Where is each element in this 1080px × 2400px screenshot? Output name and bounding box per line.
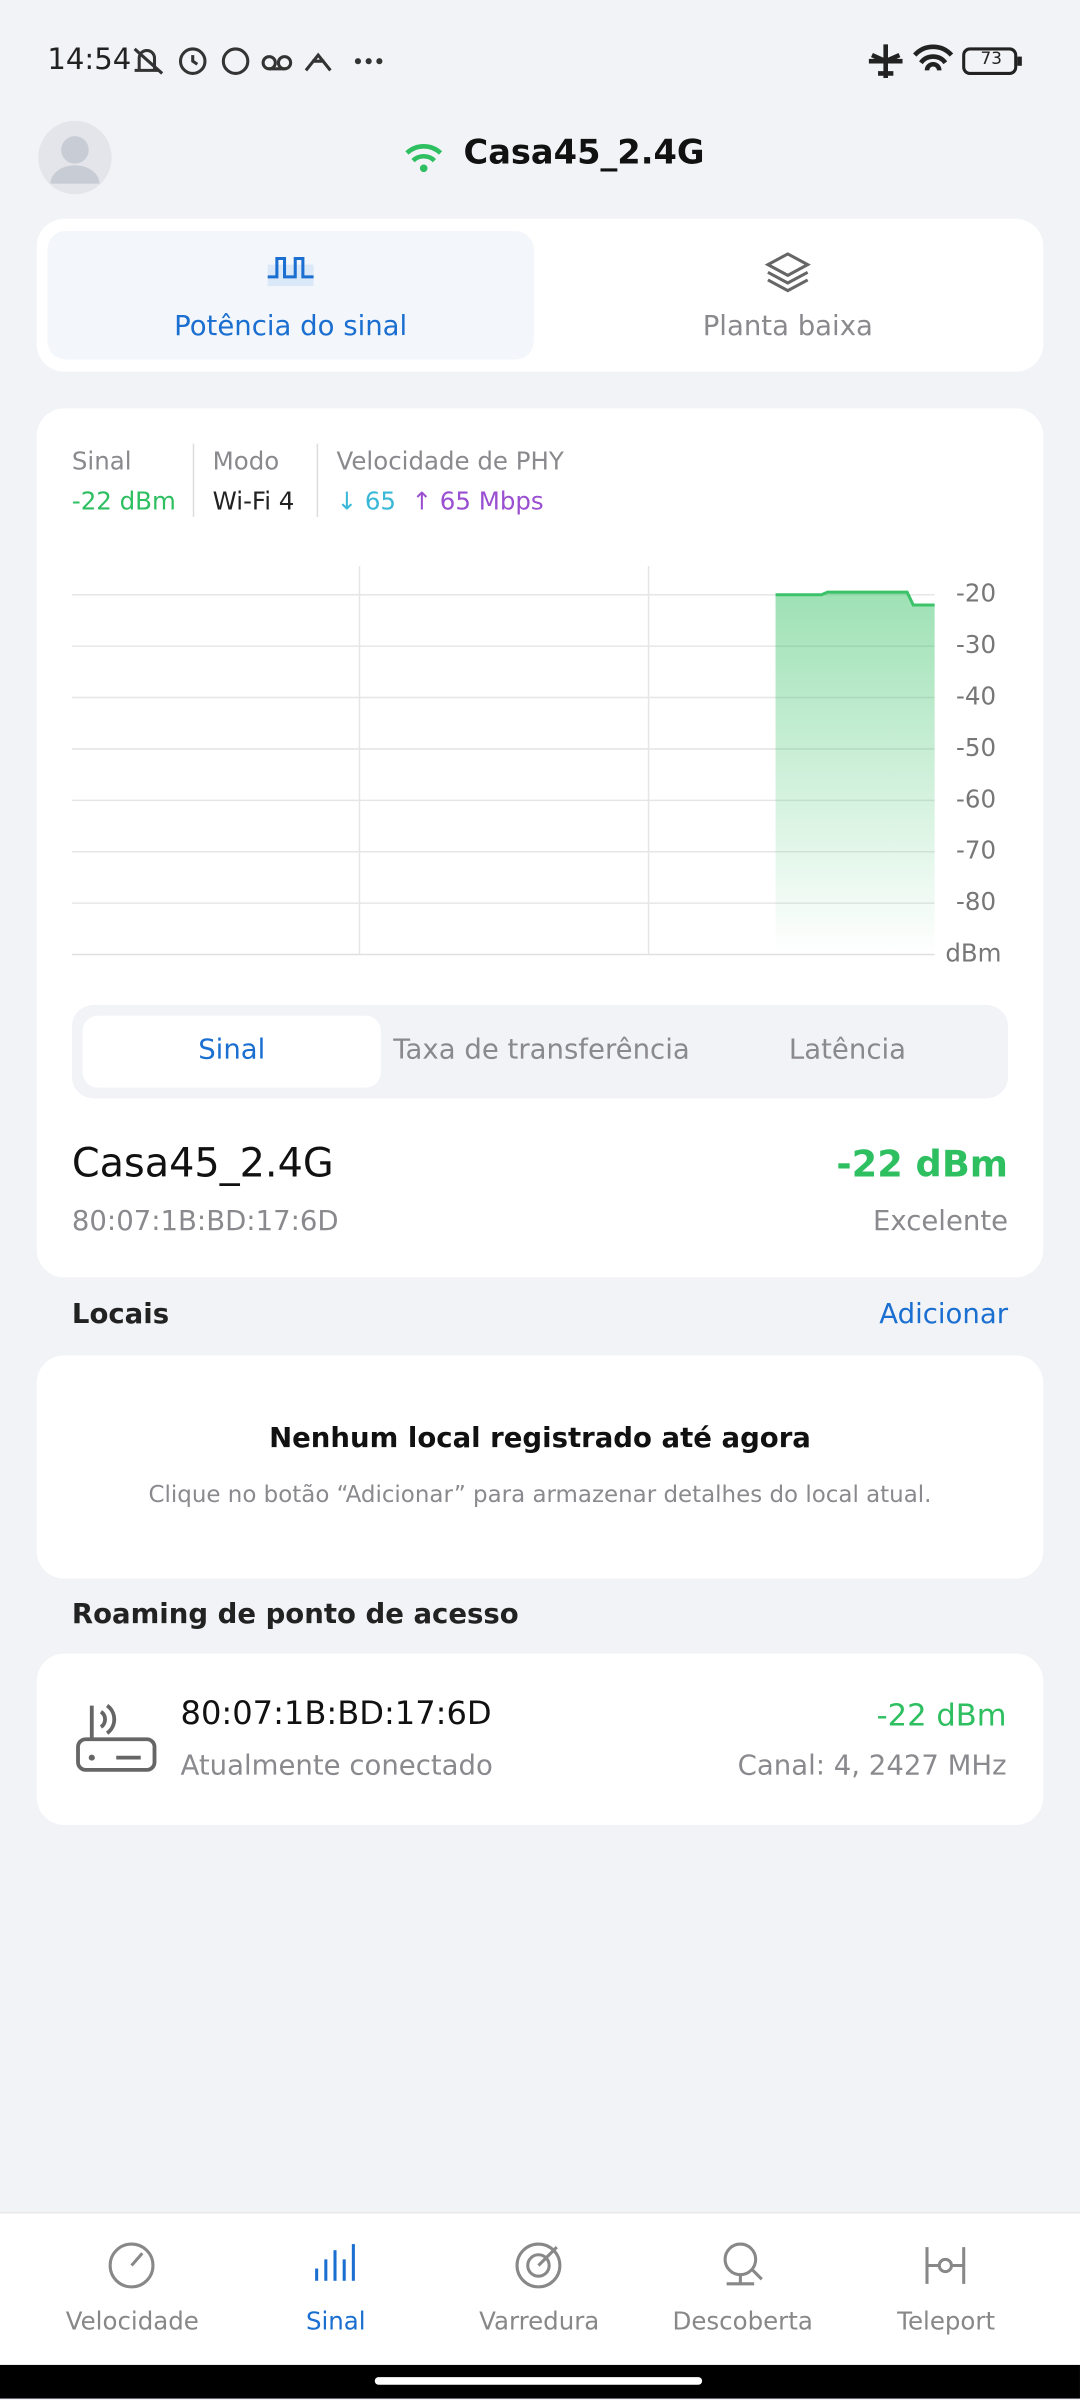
y-tick-label: -70 bbox=[956, 836, 996, 865]
signal-chart: -20 -30 -40 -50 -60 -70 -80 dBm bbox=[71, 565, 1002, 968]
y-tick-label: -40 bbox=[956, 682, 996, 711]
stat-value: -22 dBm bbox=[71, 486, 176, 516]
network-mac: 80:07:1B:BD:17:6D bbox=[71, 1205, 339, 1238]
y-tick-label: -80 bbox=[956, 887, 996, 916]
tab-icon bbox=[267, 256, 314, 287]
section-title: Locais bbox=[71, 1298, 170, 1331]
locations-card: Nenhum local registrado até agora Clique… bbox=[36, 1355, 1044, 1579]
nav-label[interactable]: Velocidade bbox=[65, 2306, 199, 2336]
wifi-icon bbox=[405, 143, 443, 173]
y-tick-label: -50 bbox=[956, 733, 996, 762]
router-icon bbox=[76, 1704, 157, 1772]
signal-card: Sinal -22 dBm Modo Wi-Fi 4 Velocidade de… bbox=[36, 408, 1044, 1278]
segment-active[interactable] bbox=[82, 1015, 381, 1088]
tab-active[interactable] bbox=[47, 230, 534, 360]
segment[interactable]: Latência bbox=[788, 1034, 906, 1067]
nav-icon[interactable] bbox=[714, 2238, 769, 2299]
network-quality: Excelente bbox=[873, 1205, 1009, 1238]
empty-title: Nenhum local registrado até agora bbox=[269, 1422, 811, 1455]
time: 14:54 bbox=[47, 42, 132, 77]
signal-area bbox=[775, 592, 935, 955]
y-tick-label: -30 bbox=[956, 630, 996, 659]
nav-icon-svg bbox=[723, 2242, 763, 2286]
add-button[interactable]: Adicionar bbox=[879, 1298, 1009, 1331]
nav-icon-svg bbox=[108, 2242, 155, 2289]
roaming-card: 80:07:1B:BD:17:6D Atualmente conectado -… bbox=[36, 1653, 1044, 1825]
status-icons bbox=[133, 47, 383, 75]
nav-label[interactable]: Varredura bbox=[479, 2306, 600, 2336]
section-title: Roaming de ponto de acesso bbox=[71, 1598, 519, 1631]
stat-label: Sinal bbox=[71, 446, 132, 476]
tab-card: Potência do sinal Planta baixa bbox=[36, 218, 1044, 372]
nav-label[interactable]: Teleport bbox=[897, 2306, 996, 2336]
nav-icon[interactable] bbox=[104, 2238, 159, 2299]
network-name: Casa45_2.4G bbox=[71, 1141, 334, 1188]
nav-icon[interactable] bbox=[511, 2238, 566, 2299]
tab-label[interactable]: Potência do sinal bbox=[174, 310, 408, 343]
segment[interactable]: Taxa de transferência bbox=[393, 1034, 690, 1067]
system-bar bbox=[0, 2364, 1080, 2399]
nav-icon[interactable] bbox=[307, 2238, 362, 2299]
ap-channel: Canal: 4, 2427 MHz bbox=[737, 1749, 1007, 1783]
ssid: Casa45_2.4G bbox=[463, 134, 705, 173]
y-tick-label: -60 bbox=[956, 784, 996, 813]
y-unit: dBm bbox=[945, 939, 1001, 968]
nav-icon-svg bbox=[315, 2244, 355, 2281]
phy-up: ↑ 65 Mbps bbox=[411, 486, 544, 516]
bottom-nav: Velocidade Sinal Varredura Descoberta Telepo… bbox=[0, 2211, 1080, 2367]
ap-status: Atualmente conectado bbox=[180, 1749, 493, 1783]
divider bbox=[316, 443, 319, 518]
ap-mac: 80:07:1B:BD:17:6D bbox=[180, 1694, 492, 1732]
segment[interactable]: Sinal bbox=[198, 1034, 266, 1067]
signal-line bbox=[775, 590, 935, 607]
nav-label[interactable]: Descoberta bbox=[672, 2306, 813, 2336]
stat-label: Modo bbox=[212, 446, 280, 476]
divider bbox=[192, 443, 195, 518]
nav-icon-svg bbox=[925, 2247, 966, 2284]
y-tick-label: -20 bbox=[956, 579, 996, 608]
stat-value: Wi-Fi 4 bbox=[212, 486, 295, 516]
ap-signal: -22 dBm bbox=[876, 1696, 1007, 1734]
segment-control: Sinal Taxa de transferência Latência bbox=[71, 1005, 1009, 1099]
nav-label[interactable]: Sinal bbox=[305, 2306, 366, 2336]
phy-down: ↓ 65 bbox=[336, 486, 396, 516]
stat-label: Velocidade de PHY bbox=[336, 446, 564, 476]
home-indicator[interactable] bbox=[374, 2377, 703, 2385]
network-signal: -22 dBm bbox=[836, 1142, 1009, 1186]
tab-icon bbox=[764, 252, 811, 293]
tab-label[interactable]: Planta baixa bbox=[702, 310, 873, 343]
nav-icon-svg bbox=[515, 2242, 562, 2289]
nav-icon[interactable] bbox=[918, 2238, 973, 2299]
battery-level: 73 bbox=[980, 48, 1002, 69]
status-right-icons bbox=[868, 44, 1022, 79]
empty-text: Clique no botão “Adicionar” para armazen… bbox=[148, 1480, 932, 1509]
avatar[interactable] bbox=[37, 119, 113, 195]
